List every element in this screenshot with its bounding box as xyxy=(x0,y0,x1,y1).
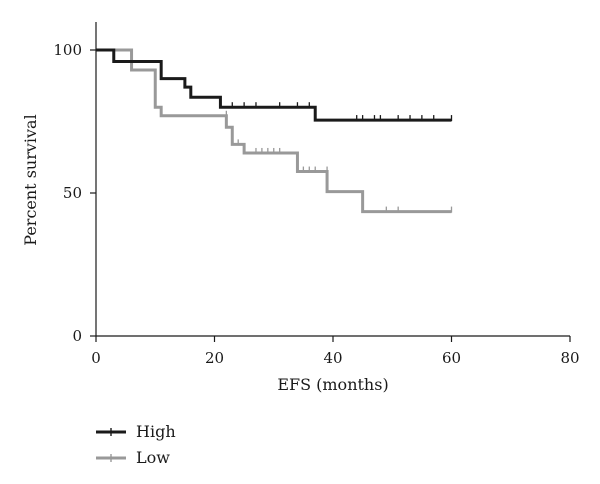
x-tick-label-20: 20 xyxy=(205,349,224,367)
y-tick-label-100: 100 xyxy=(53,41,82,59)
y-tick-label-50: 50 xyxy=(63,184,82,202)
x-tick-label-0: 0 xyxy=(91,349,101,367)
curve-high xyxy=(96,48,452,122)
axis-ticks: 0 20 40 60 80 0 50 100 xyxy=(53,41,579,367)
x-tick-label-80: 80 xyxy=(560,349,579,367)
survival-curves xyxy=(96,48,453,214)
x-axis-label: EFS (months) xyxy=(277,375,388,394)
curve-low xyxy=(96,48,452,214)
x-tick-label-40: 40 xyxy=(323,349,342,367)
y-axis-label: Percent survival xyxy=(21,114,40,245)
legend-label-low: Low xyxy=(136,448,170,467)
x-tick-label-60: 60 xyxy=(442,349,461,367)
y-tick-label-0: 0 xyxy=(72,327,82,345)
legend-label-high: High xyxy=(136,422,176,441)
legend: High Low xyxy=(96,422,176,467)
